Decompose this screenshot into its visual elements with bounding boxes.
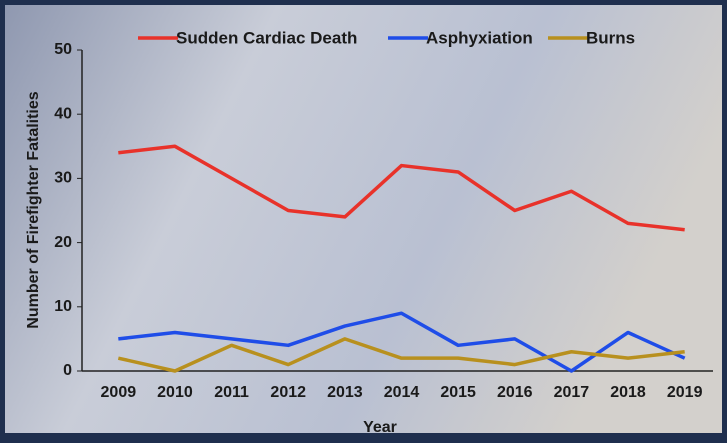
x-tick-label: 2019 xyxy=(667,384,703,401)
x-axis-label: Year xyxy=(363,419,397,436)
x-tick-label: 2015 xyxy=(440,384,476,401)
y-tick-label: 0 xyxy=(63,362,72,379)
x-tick-label: 2018 xyxy=(610,384,646,401)
x-tick-label: 2016 xyxy=(497,384,533,401)
y-tick-label: 30 xyxy=(54,170,72,187)
x-tick-label: 2011 xyxy=(214,384,249,401)
y-tick-label: 10 xyxy=(54,298,72,315)
y-tick-label: 50 xyxy=(54,41,72,58)
x-tick-label: 2012 xyxy=(270,384,306,401)
y-axis-label: Number of Firefighter Fatalities xyxy=(25,91,42,328)
y-tick-label: 40 xyxy=(54,105,72,122)
series-line xyxy=(117,337,685,373)
legend-label: Sudden Cardiac Death xyxy=(176,28,357,47)
y-tick-label: 20 xyxy=(54,234,72,251)
legend-label: Burns xyxy=(586,28,635,47)
series-line xyxy=(118,311,686,373)
x-tick-label: 2017 xyxy=(554,384,590,401)
legend-label: Asphyxiation xyxy=(426,28,533,47)
x-tick-label: 2013 xyxy=(327,384,363,401)
x-tick-label: 2010 xyxy=(157,384,193,401)
x-tick-label: 2014 xyxy=(384,384,420,401)
series-line xyxy=(118,144,685,232)
x-tick-label: 2009 xyxy=(101,384,137,401)
background xyxy=(5,5,722,433)
